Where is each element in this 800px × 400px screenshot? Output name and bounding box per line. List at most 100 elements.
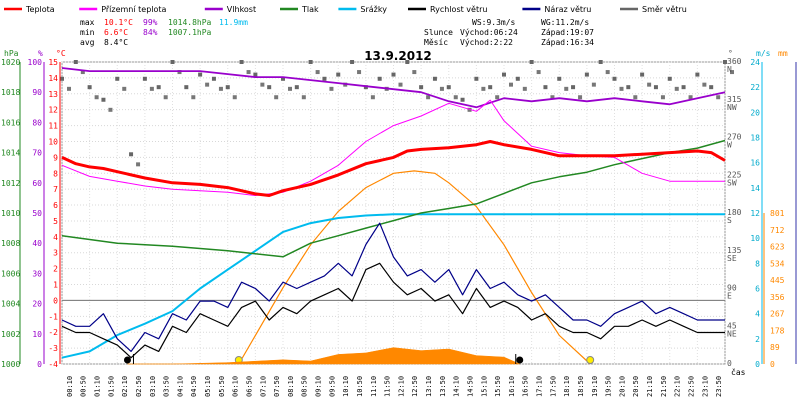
wind-direction-mark — [350, 60, 355, 64]
mm-axis-label: mm — [778, 49, 788, 58]
ms-tick: 16 — [750, 159, 760, 168]
time-tick: 13:50 — [439, 376, 447, 397]
direction-axis-label: ° — [728, 49, 733, 58]
wind-direction-mark — [495, 95, 500, 100]
hpa-tick: 1010 — [1, 209, 20, 218]
temp-tick: 4 — [53, 233, 58, 242]
moonset-marker — [516, 356, 524, 364]
time-tick: 02:50 — [135, 376, 143, 397]
direction-tick-name: NW — [727, 103, 737, 112]
wind-direction-mark — [391, 72, 396, 77]
mm-tick: 89 — [770, 343, 780, 352]
info-sunset: Západ:19:07 — [541, 28, 594, 37]
time-tick: 07:50 — [273, 376, 281, 397]
ms-tick: 2 — [755, 335, 760, 344]
hpa-tick: 1012 — [1, 179, 20, 188]
wind-direction-mark — [156, 85, 161, 90]
wind-direction-mark — [115, 76, 120, 81]
sun-altitude-line — [238, 170, 591, 365]
chart-title: 13.9.2012 — [364, 49, 432, 63]
hpa-tick: 1002 — [1, 330, 20, 339]
wind-direction-mark — [288, 86, 292, 91]
temp-tick: 5 — [53, 217, 58, 226]
stat-humidity: 99% — [143, 18, 158, 27]
wind-direction-mark — [122, 86, 127, 91]
time-tick: 21:10 — [646, 376, 654, 397]
percent-axis-label: % — [38, 49, 43, 58]
wind-direction-mark — [557, 76, 562, 81]
legend-label: Vlhkost — [227, 5, 256, 14]
wind-direction-mark — [419, 85, 424, 90]
wind-direction-mark — [502, 72, 506, 77]
wind-direction-mark — [370, 95, 375, 100]
wind-direction-mark — [87, 85, 92, 90]
direction-tick-name: NE — [727, 329, 737, 338]
hpa-axis-label: hPa — [4, 49, 19, 58]
wind-direction-mark — [522, 86, 527, 91]
ms-tick: 14 — [750, 184, 760, 193]
direction-tick: 180 — [727, 208, 742, 217]
hpa-tick: 1006 — [1, 269, 20, 278]
info-moon-label: Měsíc — [424, 38, 448, 47]
wind-direction-mark — [281, 76, 285, 81]
wind-direction-mark — [94, 95, 99, 100]
wind-direction-mark — [301, 95, 306, 100]
temp-tick: 0 — [53, 296, 58, 305]
time-tick: 15:10 — [480, 376, 488, 397]
time-axis-label: čas — [731, 367, 746, 377]
ms-tick: 20 — [750, 108, 760, 117]
temp-tick: -1 — [48, 312, 58, 321]
mm-tick: 267 — [770, 310, 785, 319]
time-tick: 23:10 — [701, 376, 709, 397]
wind-direction-mark — [232, 95, 237, 100]
time-tick: 06:10 — [232, 376, 240, 397]
wind-direction-mark — [453, 95, 458, 100]
legend-label: Tlak — [301, 5, 319, 14]
mm-tick: 445 — [770, 276, 785, 285]
wind-direction-mark — [536, 70, 541, 75]
time-tick: 00:10 — [66, 376, 74, 397]
time-tick: 08:50 — [301, 376, 309, 397]
wind-direction-mark — [716, 95, 721, 100]
time-tick: 04:10 — [176, 376, 184, 397]
wind-direction-mark — [363, 85, 368, 90]
time-tick: 01:50 — [107, 376, 115, 397]
info-sunrise: Východ:06:24 — [460, 28, 518, 37]
temp-tick: -4 — [48, 360, 58, 369]
time-tick: 19:50 — [605, 376, 613, 397]
wind-direction-mark — [709, 85, 714, 90]
info-wg: WG:11.2m/s — [541, 18, 589, 27]
time-tick: 07:10 — [259, 376, 267, 397]
wind-direction-mark — [667, 76, 672, 81]
info-sun-label: Slunce — [424, 28, 453, 37]
direction-tick: 225 — [727, 170, 742, 179]
wind-direction-layer — [60, 60, 734, 167]
direction-tick-name: N — [727, 65, 732, 74]
time-tick: 13:10 — [425, 376, 433, 397]
wind-direction-mark — [377, 76, 382, 81]
direction-tick: 45 — [727, 321, 737, 330]
wind-direction-mark — [67, 86, 71, 91]
ms-tick: 22 — [750, 83, 760, 92]
direction-tick-name: SE — [727, 254, 737, 263]
time-tick: 21:50 — [660, 376, 668, 397]
wind-direction-mark — [274, 95, 279, 100]
time-tick: 08:10 — [287, 376, 295, 397]
wind-direction-mark — [73, 60, 78, 64]
sun-layer — [234, 170, 595, 365]
ms-tick: 24 — [750, 58, 760, 67]
stat-humidity: 84% — [143, 28, 158, 37]
wind-direction-mark — [267, 85, 272, 90]
wind-gust-line — [61, 222, 725, 352]
direction-tick: 90 — [727, 284, 737, 293]
temp-tick: 10 — [48, 137, 58, 146]
temp-tick: -3 — [48, 344, 58, 353]
percent-tick: 100 — [28, 58, 43, 67]
wind-direction-mark — [80, 70, 85, 75]
legend-label: Přízemní teplota — [101, 5, 166, 14]
wind-direction-mark — [681, 85, 686, 90]
wind-direction-mark — [564, 86, 569, 91]
mm-tick: 801 — [770, 209, 785, 218]
mm-tick: 0 — [770, 360, 775, 369]
wind-direction-mark — [205, 82, 210, 87]
